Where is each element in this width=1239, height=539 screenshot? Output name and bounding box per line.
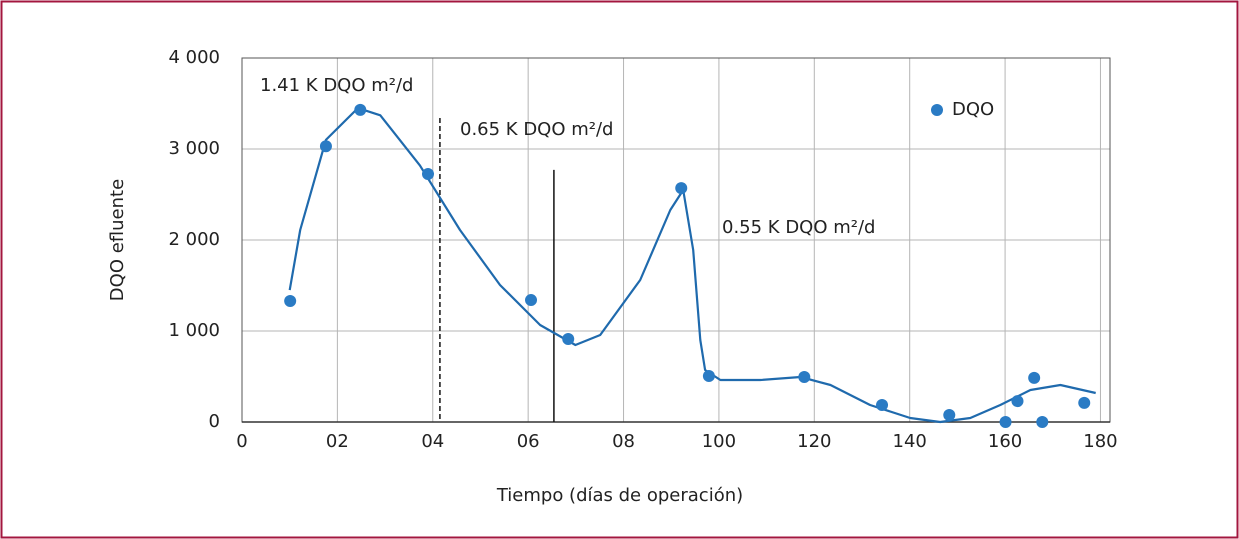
x-tick-label: 100: [702, 431, 736, 452]
y-tick-label: 2 000: [168, 229, 220, 250]
data-point: [1011, 395, 1024, 408]
trend-line: [288, 107, 1096, 424]
x-tick-label: 180: [1083, 431, 1117, 452]
y-tick-label: 4 000: [168, 47, 220, 68]
data-point: [943, 408, 956, 421]
data-point: [1078, 396, 1091, 409]
data-point: [1036, 416, 1049, 428]
y-axis-label: DQO efluente: [107, 179, 128, 301]
y-tick-label: 1 000: [168, 320, 220, 341]
data-point: [876, 398, 889, 411]
x-tick-label: 0: [236, 431, 247, 452]
data-point: [702, 370, 715, 383]
legend-marker: [931, 104, 943, 116]
data-point: [525, 294, 538, 307]
x-tick-label: 06: [517, 431, 540, 452]
legend-label: DQO: [952, 99, 994, 120]
annotation: 1.41 K DQO m²/d: [260, 75, 413, 96]
data-point: [1028, 371, 1041, 384]
data-point: [999, 416, 1012, 428]
y-tick-label: 0: [209, 411, 220, 432]
x-tick-label: 04: [421, 431, 444, 452]
data-point: [354, 103, 367, 116]
y-tick-label: 3 000: [168, 138, 220, 159]
data-point: [422, 168, 434, 181]
x-axis-label: Tiempo (días de operación): [496, 485, 743, 506]
x-tick-label: 120: [797, 431, 831, 452]
x-tick-label: 140: [893, 431, 927, 452]
data-point: [319, 140, 332, 153]
data-point: [798, 370, 811, 383]
data-point: [562, 333, 575, 346]
x-tick-label: 160: [988, 431, 1022, 452]
data-point: [675, 182, 688, 195]
x-tick-label: 08: [612, 431, 635, 452]
x-tick-label: 02: [326, 431, 349, 452]
annotation: 0.65 K DQO m²/d: [460, 119, 613, 140]
annotation: 0.55 K DQO m²/d: [722, 217, 875, 238]
data-point: [284, 294, 297, 307]
